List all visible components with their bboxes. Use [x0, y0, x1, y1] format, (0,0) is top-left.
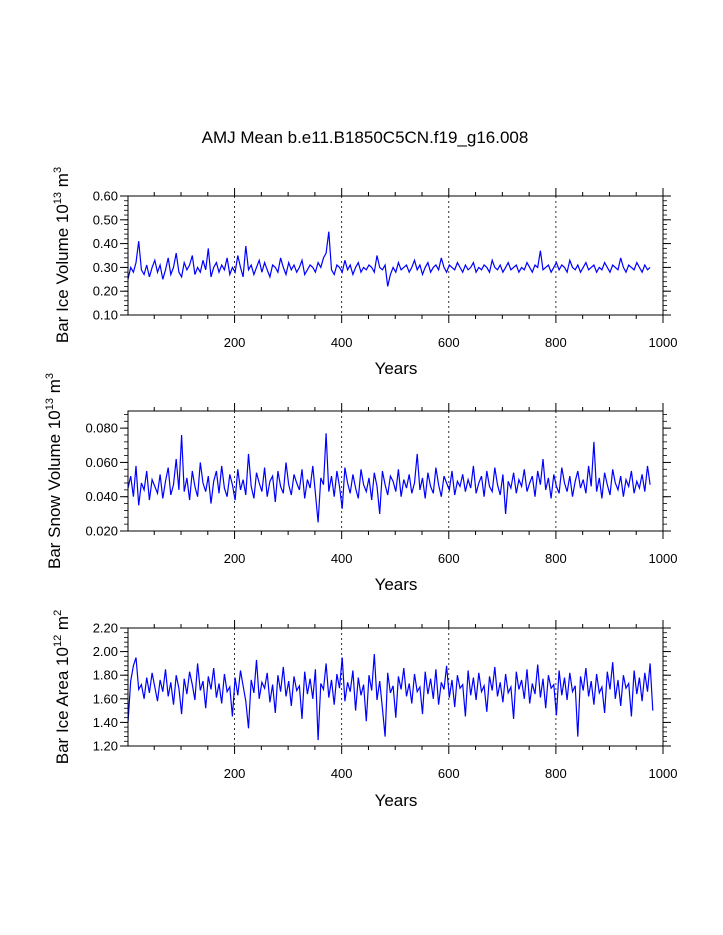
x-tick-label: 1000 [649, 335, 678, 350]
x-tick-label: 600 [438, 335, 460, 350]
y-tick-label: 0.040 [85, 489, 118, 504]
y-tick-label: 0.40 [93, 236, 118, 251]
y-axis-label-text: Bar Ice Area 10 [53, 647, 72, 764]
y-axis-label-unit: m [45, 379, 64, 393]
y-tick-label: 1.60 [93, 691, 118, 706]
y-axis-label-exponent: 12 [52, 635, 64, 647]
y-axis-label-unit-exponent: 3 [44, 373, 56, 379]
y-axis-label-ice-area: Bar Ice Area 1012 m2 [52, 610, 72, 764]
x-tick-label: 800 [545, 766, 567, 781]
x-tick-label: 1000 [649, 551, 678, 566]
x-tick-label: 600 [438, 766, 460, 781]
y-axis-label-exponent: 13 [44, 398, 56, 410]
plot-area-snow-volume: 200 400 600 800 1000 0.020 0.040 0.060 0.080 [85, 403, 677, 566]
panel-snow-volume: 200 400 600 800 1000 0.020 0.040 0.060 0.080 Yea… [44, 373, 677, 594]
y-axis-label-unit: m [53, 173, 72, 187]
plot-frame [127, 410, 664, 532]
y-axis-label-text: Bar Ice Volume 10 [53, 204, 72, 343]
y-tick-label: 2.20 [93, 621, 118, 636]
panel-ice-area: 200 400 600 800 1000 1.20 1.40 1.60 1.80 2.00 2.20… [52, 610, 677, 810]
x-axis-label-ice-area: Years [375, 791, 418, 810]
y-axis-label-text: Bar Snow Volume 10 [45, 410, 64, 569]
y-axis-label-unit-exponent: 2 [52, 610, 64, 616]
y-tick-label: 0.080 [85, 421, 118, 436]
y-tick-label: 0.020 [85, 524, 118, 539]
y-axis-label-exponent: 13 [52, 192, 64, 204]
y-tick-label: 1.80 [93, 668, 118, 683]
x-tick-label: 1000 [649, 766, 678, 781]
panel-ice-volume: 200 400 600 800 1000 0.10 0.20 0.30 0.40 0.50 0.60… [52, 167, 677, 378]
x-tick-label: 200 [224, 551, 246, 566]
x-tick-label: 600 [438, 551, 460, 566]
plot-area-ice-area: 200 400 600 800 1000 1.20 1.40 1.60 1.80 2.00 2.20 [93, 620, 678, 781]
y-tick-label: 0.060 [85, 455, 118, 470]
x-tick-label: 400 [331, 335, 353, 350]
x-tick-label: 800 [545, 335, 567, 350]
y-tick-label: 0.50 [93, 212, 118, 227]
x-tick-label: 200 [224, 335, 246, 350]
x-tick-label: 800 [545, 551, 567, 566]
plot-frame [127, 195, 664, 316]
x-axis-label-snow-volume: Years [375, 575, 418, 594]
y-tick-label: 0.10 [93, 308, 118, 323]
y-axis-label-ice-volume: Bar Ice Volume 1013 m3 [52, 167, 72, 343]
x-tick-label: 400 [331, 766, 353, 781]
x-tick-label: 200 [224, 766, 246, 781]
y-axis-label-unit-exponent: 3 [52, 167, 64, 173]
plot-area-ice-volume: 200 400 600 800 1000 0.10 0.20 0.30 0.40 0.50 0.60 [93, 188, 678, 350]
y-axis-label-snow-volume: Bar Snow Volume 1013 m3 [44, 373, 64, 569]
figure-title: AMJ Mean b.e11.B1850C5CN.f19_g16.008 [202, 128, 529, 147]
y-axis-label-unit: m [53, 616, 72, 630]
x-axis-label-ice-volume: Years [375, 359, 418, 378]
y-tick-label: 0.60 [93, 189, 118, 204]
y-tick-label: 1.40 [93, 715, 118, 730]
x-tick-label: 400 [331, 551, 353, 566]
y-tick-label: 0.20 [93, 284, 118, 299]
series-line [127, 653, 654, 741]
series-line [127, 231, 651, 287]
series-line [127, 433, 651, 523]
y-tick-label: 0.30 [93, 260, 118, 275]
y-tick-label: 2.00 [93, 644, 118, 659]
y-tick-label: 1.20 [93, 739, 118, 754]
